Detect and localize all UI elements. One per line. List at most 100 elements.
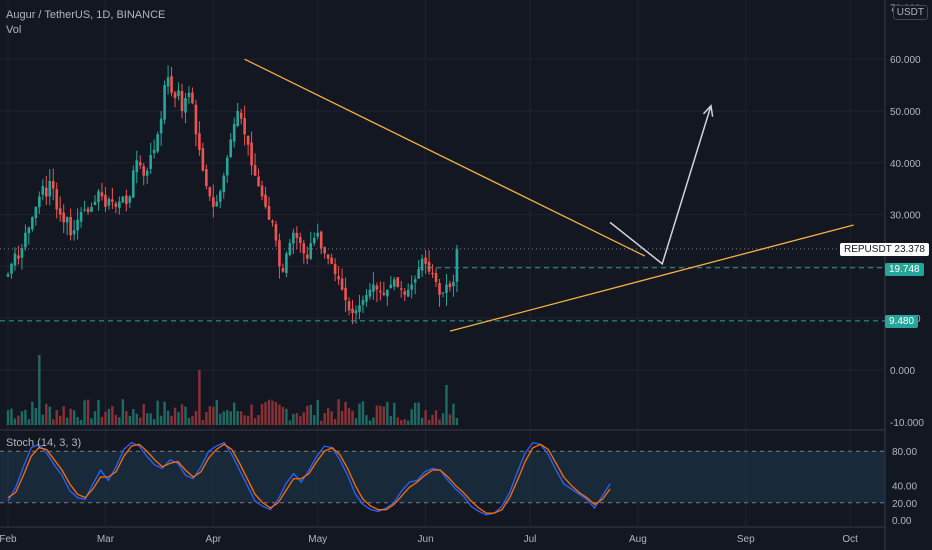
volume-bar <box>267 399 271 425</box>
candle-body <box>379 290 382 293</box>
volume-bar <box>260 404 264 425</box>
volume-bar <box>170 415 173 425</box>
descending-trendline[interactable] <box>244 58 646 257</box>
volume-bar <box>424 410 427 425</box>
candle-body <box>173 92 177 99</box>
volume-bar <box>396 417 399 425</box>
candle-body <box>253 165 257 176</box>
candle-body <box>51 181 55 189</box>
candle-body <box>58 208 62 215</box>
candle-body <box>215 201 219 207</box>
volume-bar <box>24 409 27 425</box>
stoch-tick-label: 20.00 <box>892 499 917 510</box>
candle-body <box>121 196 125 203</box>
volume-bar <box>243 415 246 425</box>
candle-body <box>382 292 386 295</box>
candle-body <box>41 186 45 195</box>
volume-bar <box>72 410 76 425</box>
volume-bar <box>100 416 104 425</box>
candle-body <box>250 142 253 166</box>
volume-bar <box>139 417 142 425</box>
stoch-d-line <box>7 443 611 514</box>
candle-body <box>65 217 69 223</box>
candle-body <box>100 192 104 197</box>
volume-bar <box>142 403 145 425</box>
candle-body <box>212 197 215 207</box>
volume-bar <box>417 402 420 425</box>
volume-bar <box>83 400 86 425</box>
volume-bar <box>400 420 403 425</box>
volume-bar <box>6 410 10 425</box>
volume-bar <box>434 410 438 425</box>
candle-body <box>170 76 173 93</box>
volume-bar <box>271 400 274 425</box>
volume-bar <box>320 420 323 425</box>
candle-body <box>125 195 128 205</box>
projection-path[interactable] <box>609 105 712 266</box>
candle-body <box>271 220 274 223</box>
volume-bar <box>333 419 337 425</box>
volume-bar <box>253 418 257 425</box>
volume-bar <box>97 399 100 425</box>
volume-bar <box>212 406 215 425</box>
time-tick-label: May <box>308 534 327 545</box>
volume-bar <box>246 415 250 425</box>
candle-body <box>180 90 184 111</box>
volume-bar <box>128 415 131 425</box>
candle-body <box>337 276 340 280</box>
candle-body <box>312 237 316 244</box>
volume-bar <box>121 399 125 425</box>
volume-bar <box>239 411 243 425</box>
volume-bar <box>215 399 218 425</box>
volume-bar <box>264 402 267 425</box>
candle-body <box>201 148 205 171</box>
volume-bar <box>226 410 229 425</box>
stoch-tick-label: 40.00 <box>892 482 917 493</box>
candle-body <box>222 175 226 193</box>
candle-body <box>257 176 260 187</box>
candle-body <box>205 168 208 187</box>
volume-bar <box>306 405 309 425</box>
volume-bar <box>347 408 351 425</box>
volume-bar <box>111 406 114 425</box>
candle-body <box>403 291 407 295</box>
price-tick-label: 50.000 <box>890 107 921 118</box>
price-tick-label: -10.000 <box>890 418 924 429</box>
candle-body <box>330 257 333 264</box>
volume-bar <box>135 413 138 425</box>
time-tick-label: Sep <box>737 534 755 545</box>
candle-body <box>6 274 10 277</box>
ascending-trendline[interactable] <box>449 224 854 332</box>
volume-bar <box>198 370 201 425</box>
volume-bar <box>372 417 375 425</box>
volume-bar <box>219 413 222 425</box>
candle-body <box>326 254 330 259</box>
volume-bar <box>427 419 431 425</box>
candle-body <box>107 199 111 206</box>
candle-body <box>184 98 187 113</box>
candle-body <box>156 134 159 152</box>
candle-body <box>445 284 448 294</box>
candle-body <box>90 206 93 212</box>
volume-bar <box>236 411 239 425</box>
volume-bar <box>413 402 417 425</box>
candle-body <box>260 185 264 197</box>
candle-body <box>431 272 434 275</box>
candle-body <box>111 199 114 202</box>
candle-body <box>159 118 163 134</box>
candle-body <box>31 217 34 230</box>
candle-body <box>62 212 65 223</box>
price-tick-label: 40.000 <box>890 159 921 170</box>
candle-body <box>417 268 420 279</box>
candle-body <box>288 243 292 256</box>
volume-bar <box>38 355 41 425</box>
candle-body <box>38 196 41 208</box>
candle-body <box>243 118 246 135</box>
volume-bar <box>455 417 459 425</box>
candle-body <box>274 224 278 241</box>
currency-button[interactable]: USDT <box>892 5 928 20</box>
volume-bar <box>309 404 312 425</box>
volume-bar <box>132 408 135 425</box>
price-tick-label: 0.000 <box>890 366 915 377</box>
